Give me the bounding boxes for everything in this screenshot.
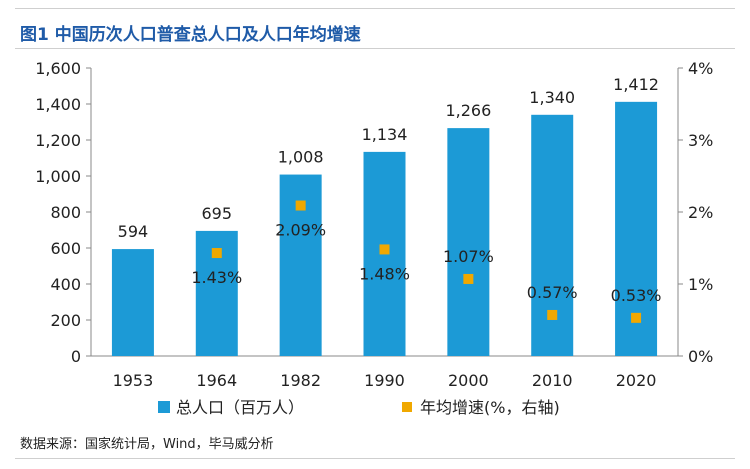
- growth-rate-label: 1.48%: [359, 264, 410, 283]
- x-axis-tick-label: 1953: [113, 371, 154, 390]
- growth-rate-marker: [631, 312, 642, 323]
- growth-rate-label: 0.53%: [611, 286, 662, 305]
- legend-bar-label: 总人口（百万人）: [176, 398, 304, 417]
- left-axis-tick-label: 800: [50, 203, 81, 222]
- right-axis-tick-label: 3%: [688, 131, 713, 150]
- left-axis-tick-label: 1,400: [35, 95, 81, 114]
- bar: [447, 128, 490, 356]
- legend-marker-swatch: [402, 402, 412, 412]
- left-axis-tick-label: 0: [71, 347, 81, 366]
- source-note: 数据来源：国家统计局，Wind，毕马威分析: [20, 437, 274, 452]
- growth-rate-marker: [379, 244, 390, 255]
- legend-bar-swatch: [158, 401, 170, 413]
- x-axis-tick-label: 1990: [364, 371, 405, 390]
- bar-value-label: 695: [202, 204, 233, 223]
- right-axis-tick-label: 1%: [688, 275, 713, 294]
- right-axis-tick-label: 4%: [688, 59, 713, 78]
- growth-rate-marker: [295, 200, 306, 211]
- bar-value-label: 1,134: [362, 125, 408, 144]
- bar-value-label: 594: [118, 222, 149, 241]
- growth-rate-label: 1.43%: [191, 268, 242, 287]
- bar-value-label: 1,340: [529, 88, 575, 107]
- left-axis-tick-label: 1,200: [35, 131, 81, 150]
- x-axis-tick-label: 2010: [532, 371, 573, 390]
- growth-rate-label: 1.07%: [443, 247, 494, 266]
- left-axis-tick-label: 1,600: [35, 59, 81, 78]
- right-axis-tick-label: 2%: [688, 203, 713, 222]
- growth-rate-marker: [463, 273, 474, 284]
- title-rule: [15, 48, 735, 49]
- right-axis-tick-label: 0%: [688, 347, 713, 366]
- left-axis-tick-label: 400: [50, 275, 81, 294]
- growth-rate-label: 2.09%: [275, 221, 326, 240]
- x-axis-tick-label: 2000: [448, 371, 489, 390]
- left-axis-tick-label: 1,000: [35, 167, 81, 186]
- x-axis-tick-label: 1982: [280, 371, 321, 390]
- bar: [111, 249, 154, 356]
- legend-marker-label: 年均增速(%，右轴): [420, 398, 560, 417]
- bar-value-label: 1,412: [613, 75, 659, 94]
- bottom-rule: [15, 458, 735, 459]
- x-axis-tick-label: 1964: [196, 371, 237, 390]
- growth-rate-marker: [547, 309, 558, 320]
- growth-rate-marker: [211, 248, 222, 259]
- top-rule: [15, 8, 735, 9]
- x-axis-tick-label: 2020: [616, 371, 657, 390]
- left-axis-tick-label: 600: [50, 239, 81, 258]
- bar-value-label: 1,008: [278, 148, 324, 167]
- growth-rate-label: 0.57%: [527, 283, 578, 302]
- left-axis-tick-label: 200: [50, 311, 81, 330]
- bar-value-label: 1,266: [445, 101, 491, 120]
- chart-title: 图1 中国历次人口普查总人口及人口年均增速: [20, 25, 361, 45]
